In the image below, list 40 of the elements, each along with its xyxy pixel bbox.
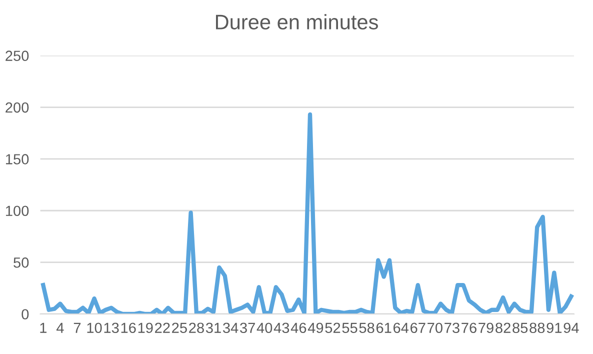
line-series <box>41 112 574 314</box>
x-tick-label: 1 <box>40 322 47 333</box>
x-tick-label: 64 <box>393 322 409 334</box>
y-tick-label: 200 <box>6 102 29 113</box>
x-tick-label: 61 <box>376 322 392 334</box>
chart-title: Duree en minutes <box>216 14 378 30</box>
x-tick-label: 88 <box>530 322 545 334</box>
x-tick-label: 76 <box>462 322 476 334</box>
x-tick-label: 49 <box>308 322 324 334</box>
x-tick-label: 73 <box>444 322 460 334</box>
x-tick-label: 22 <box>155 322 170 333</box>
x-tick-label: 55 <box>342 322 358 334</box>
x-tick-label: 13 <box>104 322 119 334</box>
x-tick-label: 79 <box>478 322 494 334</box>
x-tick-label: 82 <box>496 322 510 334</box>
x-tick-label: 19 <box>138 322 153 334</box>
x-tick-label: 70 <box>428 322 442 334</box>
y-tick-label: 250 <box>6 50 29 62</box>
x-tick-label: 52 <box>325 322 340 334</box>
x-tick-label: 16 <box>121 322 136 334</box>
x-tick-label: 67 <box>410 322 426 334</box>
y-tick-label: 0 <box>22 309 29 320</box>
x-tick-label: 4 <box>56 322 64 333</box>
x-tick-label: 85 <box>512 322 528 334</box>
x-tick-label: 58 <box>359 322 374 334</box>
x-tick-label: 91 <box>546 322 562 334</box>
x-tick-label: 37 <box>240 322 255 334</box>
x-tick-label: 40 <box>256 322 272 334</box>
x-tick-label: 31 <box>206 322 221 334</box>
y-tick-label: 50 <box>14 257 29 268</box>
x-tick-label: 46 <box>290 322 306 334</box>
x-tick-label: 7 <box>74 322 81 333</box>
x-tick-label: 43 <box>274 322 290 334</box>
x-tick-label: 28 <box>189 322 204 334</box>
x-tick-label: 10 <box>87 322 102 334</box>
y-tick-label: 150 <box>6 154 29 164</box>
x-tick-label: 94 <box>564 322 579 334</box>
x-tick-label: 25 <box>172 322 187 334</box>
y-tick-label: 100 <box>6 206 29 216</box>
x-tick-label: 34 <box>222 322 238 334</box>
